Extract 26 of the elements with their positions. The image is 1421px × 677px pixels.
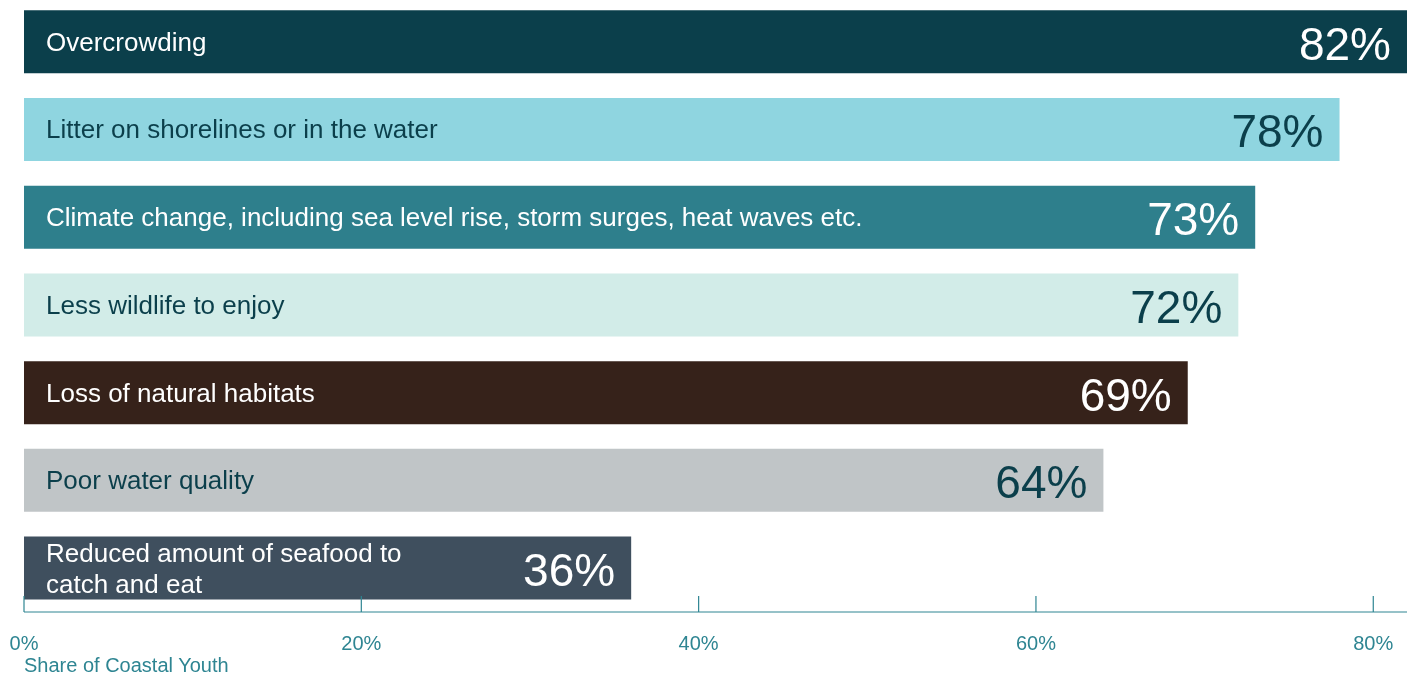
x-tick-label: 40% bbox=[678, 632, 719, 654]
y-tick-label: Climate change, including sea level rise, storm surges, heat waves etc. bbox=[46, 202, 863, 233]
y-tick-label: Litter on shorelines or in the water bbox=[46, 114, 438, 145]
x-tick-label: 0% bbox=[9, 632, 39, 654]
data-label: 72% bbox=[1130, 280, 1223, 333]
y-tick-label: Overcrowding bbox=[46, 26, 207, 57]
y-tick-label: Poor water quality bbox=[46, 465, 255, 496]
data-label: 73% bbox=[1147, 193, 1240, 246]
x-tick-label: 20% bbox=[341, 632, 382, 654]
y-tick-label: Reduced amount of seafood to catch and eat bbox=[46, 537, 402, 599]
data-label: 82% bbox=[1298, 17, 1391, 70]
y-tick-label: Loss of natural habitats bbox=[46, 377, 315, 408]
y-tick-label: Less wildlife to enjoy bbox=[46, 289, 285, 320]
bar bbox=[24, 97, 1340, 161]
x-tick-label: 80% bbox=[1353, 632, 1394, 654]
data-label: 36% bbox=[523, 544, 616, 597]
data-label: 69% bbox=[1079, 368, 1172, 421]
bar bbox=[24, 273, 1239, 337]
bar bbox=[24, 185, 1256, 249]
data-label: 78% bbox=[1231, 105, 1324, 158]
data-label: 64% bbox=[995, 456, 1088, 509]
bar bbox=[24, 361, 1188, 425]
x-axis-title: Share of Coastal Youth bbox=[24, 654, 229, 676]
bar bbox=[24, 448, 1104, 512]
x-tick-label: 60% bbox=[1015, 632, 1057, 654]
bar bbox=[24, 10, 1407, 74]
